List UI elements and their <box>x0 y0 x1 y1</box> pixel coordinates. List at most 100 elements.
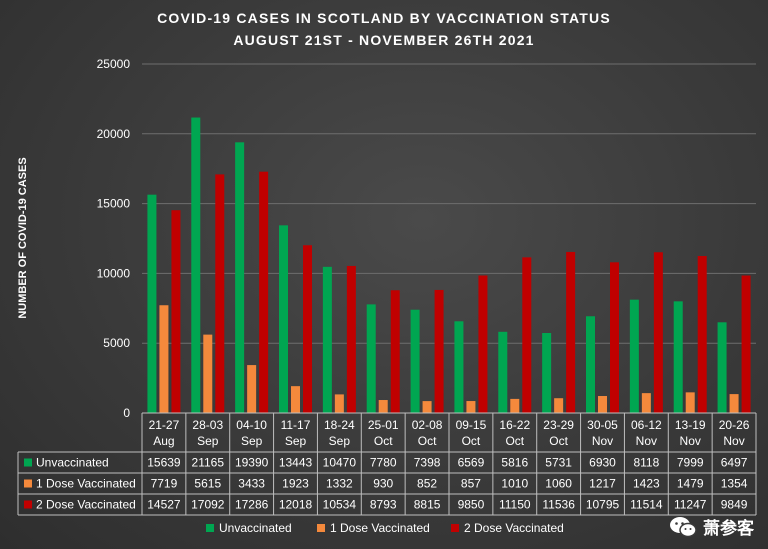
bar <box>717 322 727 413</box>
bar <box>171 210 181 413</box>
x-tick-label: 13-19 <box>675 418 706 432</box>
x-tick-label: Sep <box>241 434 263 448</box>
bar <box>422 401 432 413</box>
legend-key <box>206 524 214 532</box>
data-label: 11536 <box>542 498 575 512</box>
x-tick-label: Oct <box>418 434 437 448</box>
bar <box>610 262 619 413</box>
bar <box>215 174 225 413</box>
data-label: 1923 <box>282 477 309 491</box>
x-tick-label: Oct <box>462 434 481 448</box>
legend-label: 1 Dose Vaccinated <box>330 521 430 535</box>
data-label: 7398 <box>414 456 441 470</box>
table-legend-key <box>24 458 32 467</box>
data-label: 857 <box>461 477 481 491</box>
bar <box>586 316 595 413</box>
bar <box>454 321 464 413</box>
bar <box>410 309 420 413</box>
data-label: 3433 <box>238 477 265 491</box>
x-tick-label: 28-03 <box>192 418 223 432</box>
bar <box>673 301 683 413</box>
bar <box>566 251 576 413</box>
x-tick-label: Sep <box>329 434 351 448</box>
y-tick-label: 20000 <box>97 127 131 141</box>
data-label: 12018 <box>279 498 313 512</box>
x-tick-label: Oct <box>549 434 568 448</box>
bar <box>291 386 300 413</box>
legend-key <box>451 524 459 532</box>
x-tick-label: Nov <box>636 434 657 448</box>
x-tick-label: Nov <box>723 434 744 448</box>
data-label: 10795 <box>586 498 620 512</box>
bar <box>159 305 169 413</box>
bar <box>522 257 532 413</box>
bar <box>729 394 739 413</box>
bar <box>629 299 639 413</box>
x-tick-label: 18-24 <box>324 418 355 432</box>
legend-label: Unvaccinated <box>219 521 292 535</box>
data-label: 19390 <box>235 456 269 470</box>
data-label: 930 <box>373 477 393 491</box>
data-label: 10534 <box>323 498 357 512</box>
x-tick-label: Nov <box>592 434 613 448</box>
bar <box>741 275 751 413</box>
bar <box>478 275 488 413</box>
bar <box>322 266 332 413</box>
data-label: 17092 <box>191 498 225 512</box>
x-tick-label: 20-26 <box>719 418 750 432</box>
data-label: 5731 <box>545 456 572 470</box>
legend-label: 2 Dose Vaccinated <box>464 521 564 535</box>
data-label: 1479 <box>677 477 704 491</box>
x-tick-label: 16-22 <box>499 418 530 432</box>
data-label: 6569 <box>458 456 485 470</box>
data-label: 5615 <box>194 477 221 491</box>
x-tick-label: 25-01 <box>368 418 399 432</box>
table-series-label: Unvaccinated <box>36 456 109 470</box>
table-legend-key <box>24 479 32 488</box>
data-label: 7780 <box>370 456 397 470</box>
x-tick-label: 06-12 <box>631 418 662 432</box>
bar <box>346 265 356 413</box>
x-tick-label: 02-08 <box>412 418 443 432</box>
bar <box>466 401 476 413</box>
x-tick-label: Aug <box>153 434 174 448</box>
table-legend-key <box>24 500 32 509</box>
y-axis-label: NUMBER OF COVID-19 CASES <box>17 157 29 318</box>
bar <box>259 171 269 413</box>
data-label: 1332 <box>326 477 353 491</box>
x-tick-label: Oct <box>374 434 393 448</box>
watermark: 萧参客 <box>669 514 754 539</box>
x-tick-label: Sep <box>285 434 307 448</box>
x-tick-label: 30-05 <box>587 418 618 432</box>
bar <box>542 332 552 413</box>
x-tick-label: 09-15 <box>456 418 487 432</box>
data-label: 15639 <box>147 456 181 470</box>
x-tick-label: Oct <box>505 434 524 448</box>
bar <box>641 393 651 413</box>
data-label: 5816 <box>501 456 528 470</box>
wechat-icon <box>669 516 697 538</box>
x-tick-label: 04-10 <box>236 418 267 432</box>
data-label: 10470 <box>323 456 357 470</box>
data-label: 1010 <box>501 477 528 491</box>
data-label: 6930 <box>589 456 616 470</box>
bar <box>235 142 245 413</box>
data-label: 21165 <box>192 456 225 470</box>
bar <box>203 334 213 413</box>
bar <box>390 290 400 413</box>
x-tick-label: 23-29 <box>543 418 574 432</box>
data-label: 14527 <box>147 498 181 512</box>
bar <box>510 398 520 413</box>
data-label: 9850 <box>458 498 485 512</box>
y-tick-label: 15000 <box>97 197 131 211</box>
data-label: 17286 <box>235 498 269 512</box>
bar <box>378 400 388 413</box>
data-label: 1060 <box>545 477 572 491</box>
table-series-label: 1 Dose Vaccinated <box>36 477 136 491</box>
data-label: 7999 <box>677 456 704 470</box>
data-label: 1423 <box>633 477 660 491</box>
bar <box>685 392 695 413</box>
x-tick-label: Sep <box>197 434 219 448</box>
bar <box>498 331 508 413</box>
